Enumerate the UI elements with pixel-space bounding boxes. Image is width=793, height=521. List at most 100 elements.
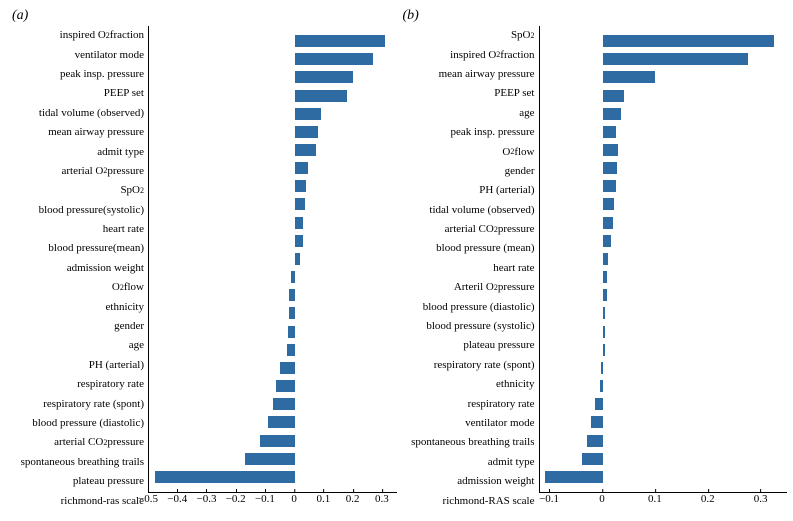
bar-row (149, 179, 397, 193)
y-category-label: PH (arterial) (6, 357, 144, 374)
bar-row (149, 343, 397, 357)
bar (295, 108, 321, 120)
y-category-label: admit type (6, 144, 144, 161)
bar-row (540, 470, 788, 484)
bar-row (540, 415, 788, 429)
bar-row (540, 452, 788, 466)
y-category-label: blood pressure (systolic) (397, 318, 535, 335)
x-tick-label: 0.1 (648, 493, 662, 505)
bar-row (149, 161, 397, 175)
y-category-label: respiratory rate (spont) (6, 396, 144, 413)
bar (603, 180, 616, 192)
bar-row (149, 252, 397, 266)
bar-row (149, 34, 397, 48)
bar-row (540, 197, 788, 211)
panel-a-bars (149, 32, 397, 486)
y-category-label: PH (arterial) (397, 182, 535, 199)
y-category-label: ethnicity (397, 376, 535, 393)
bar (603, 289, 607, 301)
bar-row (149, 434, 397, 448)
y-category-label: mean airway pressure (397, 66, 535, 83)
x-tick-label: −0.1 (255, 493, 275, 505)
bar (603, 253, 608, 265)
bar-row (540, 89, 788, 103)
panel-b-xaxis: −0.1 0 0.1 0.2 0.3 (539, 493, 788, 511)
bar-row (149, 270, 397, 284)
panel-b-title: (b) (397, 8, 788, 26)
bar (603, 35, 774, 47)
bar (603, 326, 606, 338)
panel-a-plot: inspired O2 fraction ventilator mode peak … (6, 26, 397, 511)
bar (295, 198, 305, 210)
y-category-label: arterial O2 pressure (6, 163, 144, 180)
y-category-label: gender (6, 318, 144, 335)
panel-b-plot: SpO2inspired O2 fractionmean airway pres… (397, 26, 788, 511)
y-category-label: admit type (397, 454, 535, 471)
bar-row (540, 361, 788, 375)
bar-row (540, 288, 788, 302)
bar (295, 35, 385, 47)
bar-row (540, 70, 788, 84)
x-tick-label: −0.3 (196, 493, 216, 505)
y-category-label: arterial CO2 pressure (6, 434, 144, 451)
y-category-label: inspired O2 fraction (6, 27, 144, 44)
y-category-label: O2 flow (397, 144, 535, 161)
bar (268, 416, 294, 428)
y-category-label: peak insp. pressure (397, 124, 535, 141)
bar-row (540, 125, 788, 139)
bar-row (149, 361, 397, 375)
bar-row (540, 434, 788, 448)
y-category-label: plateau pressure (397, 337, 535, 354)
bar-row (149, 125, 397, 139)
bar-row (540, 270, 788, 284)
panel-b-bars (540, 32, 788, 486)
bar (155, 471, 295, 483)
bar (289, 307, 295, 319)
bar (295, 253, 301, 265)
bar (603, 235, 611, 247)
y-category-label: age (6, 337, 144, 354)
bar (603, 90, 624, 102)
y-category-label: plateau pressure (6, 473, 144, 490)
x-tick-label: 0 (599, 493, 605, 505)
bar-row (540, 379, 788, 393)
bar (295, 53, 374, 65)
bar (287, 344, 294, 356)
panel-a-title: (a) (6, 8, 397, 26)
x-tick-label: 0.1 (317, 493, 331, 505)
bar (260, 435, 295, 447)
panel-a-xaxis: −0.5−0.4−0.3−0.2−0.100.10.20.3 (148, 493, 397, 511)
y-category-label: PEEP set (6, 85, 144, 102)
bar-row (540, 397, 788, 411)
bar (603, 198, 615, 210)
x-tick-label: 0.3 (375, 493, 389, 505)
bar (280, 362, 295, 374)
bar (587, 435, 603, 447)
y-category-label: respiratory rate (6, 376, 144, 393)
x-tick-label: 0.3 (754, 493, 768, 505)
y-category-label: blood pressure (diastolic) (397, 299, 535, 316)
y-category-label: O2 flow (6, 279, 144, 296)
bar (295, 235, 304, 247)
bar (295, 144, 317, 156)
bar (295, 126, 318, 138)
bar (603, 108, 621, 120)
bar-row (149, 452, 397, 466)
bar-row (540, 216, 788, 230)
panel-b: (b) SpO2inspired O2 fractionmean airway … (397, 8, 788, 511)
bar (245, 453, 295, 465)
bar-row (149, 415, 397, 429)
y-category-label: peak insp. pressure (6, 66, 144, 83)
y-category-label: tidal volume (observed) (6, 105, 144, 122)
y-category-label: ventilator mode (397, 415, 535, 432)
y-category-label: mean airway pressure (6, 124, 144, 141)
bar (603, 71, 656, 83)
x-tick-label: 0 (291, 493, 297, 505)
bar (295, 162, 308, 174)
x-tick-label: −0.1 (539, 493, 559, 505)
bar-row (149, 197, 397, 211)
y-category-label: ventilator mode (6, 47, 144, 64)
bar (273, 398, 295, 410)
y-category-label: respiratory rate (397, 396, 535, 413)
x-tick-label: 0.2 (701, 493, 715, 505)
